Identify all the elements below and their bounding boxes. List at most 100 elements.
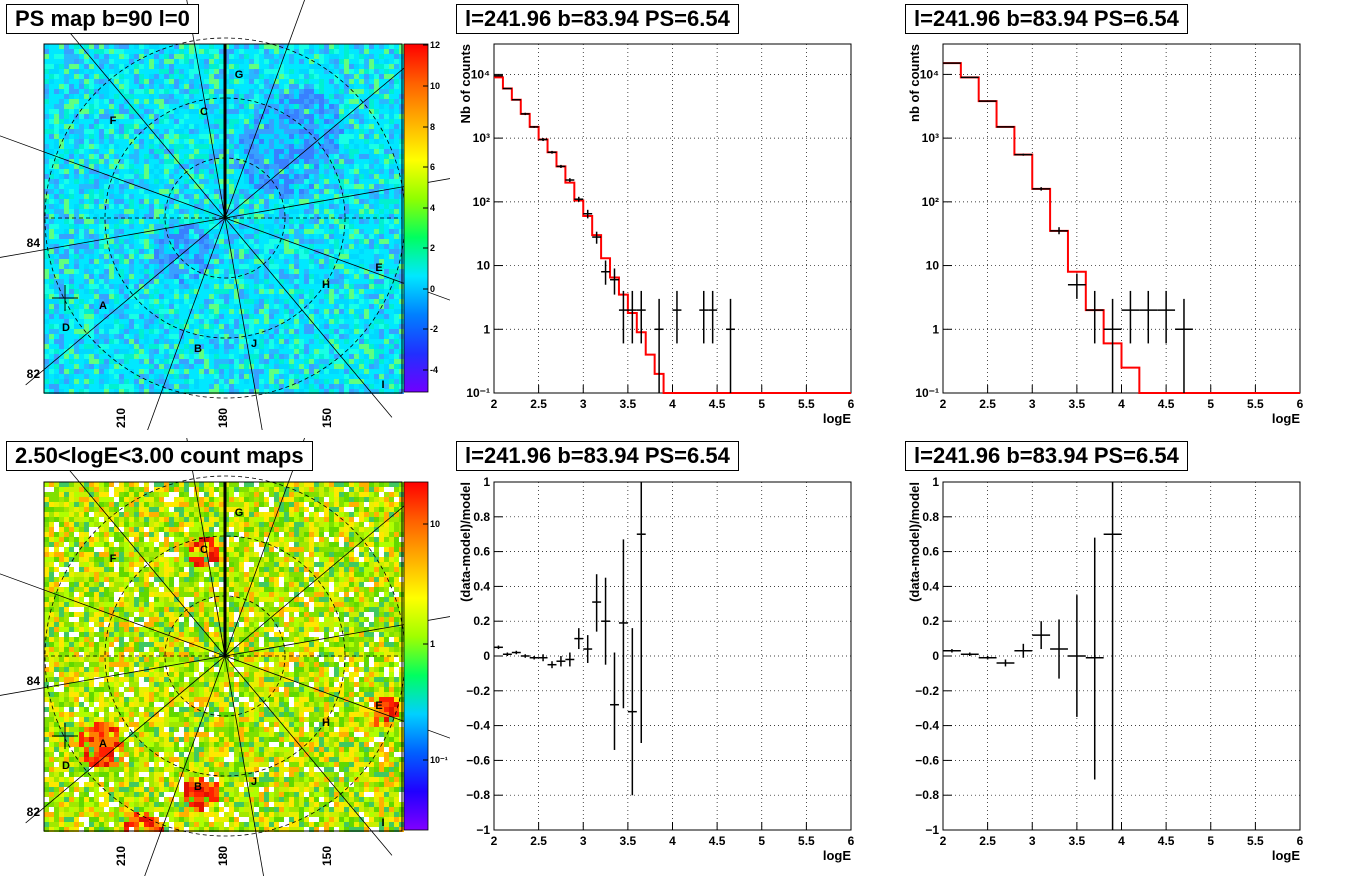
y-tick-label: 0.2 — [922, 614, 939, 628]
data-point — [627, 290, 637, 344]
map-x-tick-label: 150 — [320, 846, 334, 866]
plot-area — [942, 43, 1301, 394]
data-point — [978, 656, 997, 660]
region-label-g: G — [235, 69, 244, 81]
y-tick-label: 10² — [922, 195, 939, 209]
y-tick-label: 10² — [473, 195, 490, 209]
ps-map-colorbar: 12 10 8 6 4 2 0 -2 -4 — [403, 40, 440, 393]
data-point — [610, 268, 619, 295]
y-tick-label: −1 — [476, 823, 490, 837]
data-point — [1032, 187, 1051, 191]
x-tick-label: 5 — [1207, 834, 1214, 848]
data-point — [1085, 290, 1104, 344]
y-axis-label: (data-model)/model — [907, 482, 922, 602]
count-map-colorbar: 10 1 10⁻¹ — [403, 481, 448, 831]
data-point — [636, 290, 646, 344]
data-point — [1067, 595, 1086, 717]
map-border — [43, 43, 403, 394]
x-tick-label: 2.5 — [530, 397, 547, 411]
y-tick-label: 10⁻¹ — [915, 386, 939, 400]
data-point — [565, 652, 575, 667]
region-label-a: A — [99, 300, 107, 312]
colorbar-gradient — [403, 481, 429, 831]
y-tick-label: 10⁻¹ — [466, 386, 490, 400]
x-tick-label: 3 — [580, 397, 587, 411]
data-point — [1139, 290, 1158, 344]
data-point — [1032, 621, 1051, 650]
x-tick-label: 6 — [848, 834, 855, 848]
x-tick-label: 2.5 — [979, 834, 996, 848]
ps-map-title: PS map b=90 l=0 — [6, 4, 199, 34]
x-tick-label: 3 — [1029, 834, 1036, 848]
ps-map-region-labels: A B C D E F G H I J — [62, 69, 385, 391]
region-label-e: E — [375, 700, 382, 712]
data-point — [1103, 482, 1122, 830]
colorbar-tick-label: 12 — [430, 40, 440, 50]
data-point — [592, 574, 602, 632]
x-tick-label: 3.5 — [1069, 834, 1086, 848]
residual-b-title: l=241.96 b=83.94 PS=6.54 — [905, 441, 1188, 471]
map-x-tick-label: 150 — [320, 408, 334, 428]
y-tick-label: 0.2 — [473, 614, 490, 628]
y-tick-label: −0.4 — [915, 719, 939, 733]
y-tick-label: 1 — [932, 322, 939, 336]
count-map-region-labels: A B C D E F G H I J — [62, 507, 385, 829]
ps-map-axes: 210 180 150 84 82 — [27, 236, 335, 428]
map-pixels — [44, 482, 404, 832]
y-tick-label: 10³ — [922, 131, 939, 145]
x-tick-label: 6 — [848, 397, 855, 411]
x-tick-label: 6 — [1297, 834, 1304, 848]
y-tick-label: 0.4 — [473, 579, 490, 593]
y-axis-label: nb of counts — [907, 44, 922, 122]
data-point — [511, 650, 521, 655]
map-y-tick-label: 84 — [27, 674, 41, 688]
x-axis-label: logE — [1272, 411, 1300, 426]
x-tick-label: 2 — [940, 397, 947, 411]
y-tick-label: 0.8 — [922, 510, 939, 524]
data-point — [520, 654, 530, 658]
data-point — [1085, 537, 1104, 780]
colorbar-tick-label: 1 — [430, 639, 435, 649]
x-tick-label: 4 — [669, 834, 676, 848]
data-point — [1050, 227, 1068, 235]
x-tick-label: 3.5 — [620, 834, 637, 848]
x-tick-label: 5.5 — [798, 834, 815, 848]
data-point — [502, 87, 512, 90]
plot-area — [493, 43, 852, 394]
x-tick-label: 3 — [1029, 397, 1036, 411]
map-y-tick-label: 82 — [27, 367, 41, 381]
map-x-tick-label: 180 — [216, 846, 230, 866]
count-map-axes: 210 180 150 84 82 — [27, 674, 335, 866]
data-point — [520, 112, 530, 116]
region-label-f: F — [110, 553, 117, 565]
x-tick-label: 2.5 — [979, 397, 996, 411]
x-tick-label: 5 — [758, 834, 765, 848]
y-tick-label: 10 — [926, 259, 940, 273]
x-tick-label: 3 — [580, 834, 587, 848]
x-tick-label: 5.5 — [1247, 397, 1264, 411]
y-tick-label: 10³ — [473, 131, 490, 145]
data-point — [1014, 643, 1033, 658]
data-point — [592, 231, 602, 244]
data-point — [502, 652, 512, 656]
y-tick-label: −0.8 — [915, 788, 939, 802]
data-point — [601, 577, 611, 665]
colorbar-gradient — [403, 43, 429, 393]
region-label-f: F — [110, 115, 117, 127]
residual-a-title: l=241.96 b=83.94 PS=6.54 — [456, 441, 739, 471]
x-axis-label: logE — [1272, 848, 1300, 863]
x-tick-label: 4.5 — [709, 834, 726, 848]
data-point — [547, 661, 557, 669]
data-point — [538, 138, 548, 142]
data-point — [726, 298, 735, 393]
map-y-tick-label: 82 — [27, 805, 41, 819]
colorbar-tick-label: 10⁻¹ — [430, 755, 448, 765]
ps-map-panel: A B C D E F G H I J 12 10 8 6 4 2 0 -2 -4 210 180 150 84 82 — [0, 0, 450, 430]
x-tick-label: 4.5 — [709, 397, 726, 411]
colorbar-tick-label: 4 — [430, 203, 435, 213]
colorbar-tick-label: 10 — [430, 81, 440, 91]
data-point — [511, 99, 521, 101]
y-axis-label: Nb of counts — [458, 44, 473, 123]
region-label-j: J — [251, 776, 257, 788]
data-point — [699, 290, 709, 344]
